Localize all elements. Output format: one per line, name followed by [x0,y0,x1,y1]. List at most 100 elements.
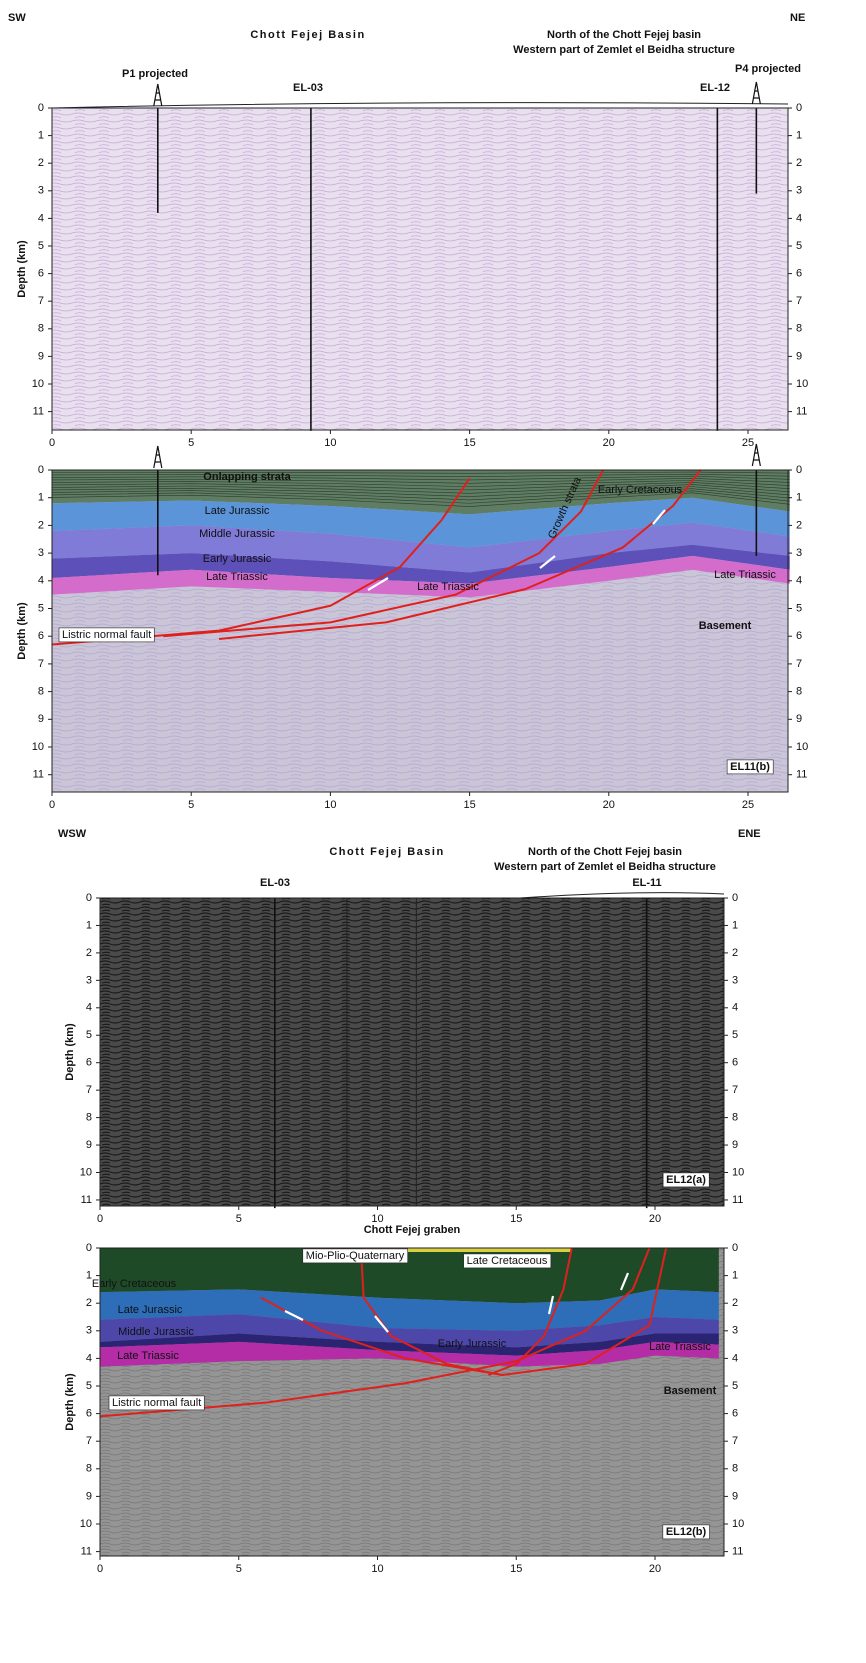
slip-arrow [547,1295,555,1315]
y-tick-label: 7 [732,1084,738,1096]
well-derrick [751,81,761,105]
layer-label: Mio-Plio-Quaternary [306,1250,405,1262]
horizon [51,486,790,497]
section-frame [99,1247,725,1557]
y-axis-label: Depth (km) [64,1023,76,1081]
layer-label: Late Jurassic [118,1304,183,1316]
y-tick-label: 3 [38,185,44,197]
y-tick-label: 4 [732,1352,738,1364]
x-tick-label: 5 [236,1213,242,1225]
y-tick-label: 1 [38,492,44,504]
y-tick-label: 0 [86,892,92,904]
y-tick-label: 2 [796,519,802,531]
y-tick-label: 5 [732,1029,738,1041]
y-tick-label: 11 [732,1194,743,1206]
y-tick-label: 9 [796,350,802,362]
layer-label: Early Cretaceous [598,484,683,496]
x-tick-label: 5 [188,799,194,811]
slip-arrow [539,555,556,569]
x-tick-label: 0 [97,1563,103,1575]
y-tick-label: 11 [81,1546,92,1558]
well-label: EL-12 [700,82,730,94]
y-axis-label: Depth (km) [16,240,28,298]
layer-label: Late Jurassic [205,505,270,517]
layer-label: Basement [699,620,752,632]
y-tick-label: 4 [38,212,44,224]
corner-label: ENE [738,828,761,840]
fault [260,1247,668,1376]
well-label: EL-11 [632,877,661,889]
y-tick-label: 0 [796,464,802,476]
slip-arrow [367,577,389,591]
y-tick-label: 1 [38,130,44,142]
y-tick-label: 10 [80,1518,92,1530]
x-tick-label: 20 [603,437,615,449]
strata-layer [52,470,790,515]
y-tick-label: 9 [86,1139,92,1151]
y-tick-label: 6 [38,630,44,642]
y-tick-label: 10 [32,378,44,390]
y-tick-label: 2 [732,947,738,959]
horizon [51,482,790,491]
section-title: Chott Fejej graben [364,1224,461,1236]
surface [100,892,725,899]
y-tick-label: 3 [796,547,802,559]
x-tick-label: 20 [649,1563,661,1575]
basin-title: Chott Fejej Basin [329,846,444,858]
y-tick-label: 1 [732,1270,738,1282]
slip-arrow [284,1310,304,1321]
slip-arrow [374,1315,389,1333]
well-label: EL-03 [293,82,323,94]
strata-layer [100,1314,719,1348]
well-derrick [153,83,163,107]
label-box [302,1248,409,1264]
y-tick-label: 9 [732,1139,738,1151]
graben-fill [360,1248,572,1252]
well-derrick [751,443,761,467]
x-tick-label: 15 [510,1213,522,1225]
y-tick-label: 5 [796,602,802,614]
layer-label: Late Cretaceous [467,1255,548,1267]
section-tag: EL11(b) [730,761,770,773]
y-tick-label: 0 [38,464,44,476]
x-tick-label: 25 [742,799,754,811]
y-tick-label: 0 [38,102,44,114]
strata-layer [100,1289,719,1331]
y-tick-label: 2 [38,519,44,531]
y-tick-label: 5 [86,1029,92,1041]
y-tick-label: 2 [86,947,92,959]
x-tick-label: 10 [324,437,336,449]
y-tick-label: 3 [38,547,44,559]
y-tick-label: 5 [796,240,802,252]
y-tick-label: 4 [796,212,802,224]
y-tick-label: 1 [732,919,738,931]
layer-label: Middle Jurassic [118,1326,194,1338]
y-tick-label: 11 [732,1546,743,1558]
y-tick-label: 0 [796,102,802,114]
fault [359,1247,503,1376]
well-label: EL-03 [260,877,290,889]
corner-label: SW [8,12,26,24]
horizon [51,488,790,501]
x-tick-label: 15 [463,799,475,811]
x-tick-label: 10 [371,1213,383,1225]
y-tick-label: 9 [38,350,44,362]
section-frame [99,897,725,1207]
layer-label: Onlapping strata [203,471,291,483]
y-tick-label: 7 [38,658,44,670]
y-tick-label: 6 [796,630,802,642]
y-tick-label: 2 [732,1297,738,1309]
fault-label: Listric normal fault [112,1397,201,1409]
y-tick-label: 3 [86,1325,92,1337]
label-box [662,1524,710,1540]
y-tick-label: 7 [86,1084,92,1096]
y-tick-label: 0 [732,892,738,904]
layer-label: Middle Jurassic [199,528,275,540]
y-tick-label: 4 [38,575,44,587]
x-tick-label: 0 [49,799,55,811]
x-tick-label: 25 [742,437,754,449]
label-box [463,1253,552,1269]
section-tag: EL12(b) [666,1526,707,1538]
layer-label: Late Triassic [417,581,479,593]
